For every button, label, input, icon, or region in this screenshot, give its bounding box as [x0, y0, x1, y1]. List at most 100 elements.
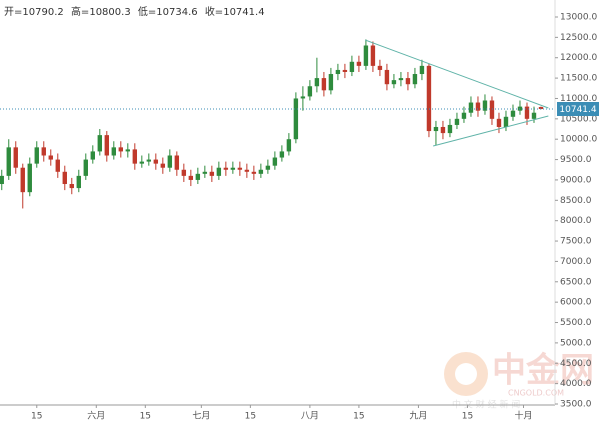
- y-tick-label: 9000.0: [560, 175, 592, 185]
- candle-body: [279, 151, 285, 158]
- candle-body: [195, 173, 201, 180]
- candle-body: [265, 165, 271, 170]
- candle-body: [503, 116, 509, 127]
- low-value: 10734.6: [156, 7, 197, 18]
- y-tick-label: 4500.0: [560, 359, 592, 369]
- candle-body: [342, 69, 348, 72]
- candle-body: [293, 98, 299, 140]
- y-tick-label: 5500.0: [560, 318, 592, 328]
- close-label: 收=: [205, 5, 223, 18]
- candle-body: [237, 167, 243, 170]
- candle-body: [90, 151, 95, 160]
- candle-body: [258, 169, 264, 174]
- last-price-label: 10741.4: [559, 105, 596, 115]
- candle-body: [461, 112, 467, 119]
- candle-body: [538, 107, 544, 109]
- candle-body: [146, 159, 152, 162]
- candle-body: [433, 126, 439, 132]
- x-tick-label: 十月: [514, 410, 532, 422]
- candle-body: [349, 61, 355, 72]
- candle-body: [384, 69, 390, 85]
- candle-body: [531, 112, 537, 119]
- y-tick-label: 5000.0: [560, 338, 592, 348]
- candle-body: [160, 163, 166, 168]
- y-tick-label: 8000.0: [560, 216, 592, 226]
- high-value: 10800.3: [89, 7, 130, 18]
- candle-body: [167, 155, 173, 168]
- candle-body: [510, 110, 516, 117]
- y-tick-label: 8500.0: [560, 196, 592, 206]
- candle-body: [251, 171, 257, 174]
- candle-body: [496, 118, 502, 127]
- y-tick-label: 11500.0: [560, 74, 597, 84]
- y-tick-label: 6000.0: [560, 298, 592, 308]
- trendline: [365, 39, 549, 109]
- candle-body: [335, 69, 341, 75]
- x-tick-label: 六月: [87, 410, 105, 422]
- candle-body: [377, 65, 383, 70]
- candle-body: [314, 78, 320, 87]
- candle-body: [468, 102, 474, 113]
- y-tick-label: 10500.0: [560, 114, 597, 124]
- candle-body: [6, 147, 11, 176]
- candle-body: [48, 155, 53, 160]
- y-tick-label: 12000.0: [560, 53, 597, 63]
- x-tick-label: 七月: [192, 411, 210, 422]
- candle-body: [447, 124, 453, 134]
- candle-body: [440, 126, 446, 134]
- candle-body: [20, 167, 25, 193]
- x-tick-label: 15: [245, 412, 256, 422]
- candle-body: [307, 86, 313, 97]
- candle-body: [286, 139, 292, 152]
- x-tick-label: 八月: [301, 411, 319, 422]
- candle-body: [370, 45, 376, 66]
- x-tick-label: 15: [31, 412, 42, 422]
- candle-body: [475, 102, 481, 111]
- close-value: 10741.4: [223, 7, 264, 18]
- x-tick-label: 15: [462, 412, 473, 422]
- watermark: 中金网 CNGOLD.COM 中 文 财 经 新 闻: [444, 351, 594, 411]
- last-price-tag: [557, 101, 599, 116]
- candle-body: [34, 147, 39, 164]
- candle-body: [181, 169, 187, 176]
- open-label: 开=: [4, 7, 22, 18]
- watermark-logo-inner: [455, 363, 477, 385]
- trendline: [433, 115, 549, 147]
- candle-body: [321, 78, 327, 91]
- candle-body: [104, 135, 109, 156]
- y-tick-label: 6500.0: [560, 277, 592, 287]
- candle-body: [97, 135, 102, 152]
- candle-body: [412, 74, 418, 85]
- candle-body: [209, 171, 215, 176]
- candle-body: [55, 159, 60, 172]
- x-tick-label: 15: [353, 412, 364, 422]
- candle-body: [244, 169, 250, 172]
- candle-body: [118, 147, 124, 152]
- candle-body: [482, 100, 488, 111]
- candle-body: [153, 159, 159, 164]
- candle-body: [405, 78, 411, 85]
- watermark-site: CNGOLD.COM: [508, 389, 564, 398]
- candle-body: [391, 80, 397, 85]
- candle-body: [524, 106, 530, 119]
- candle-body: [356, 61, 362, 66]
- x-tick-label: 15: [140, 412, 151, 422]
- candle-body: [363, 45, 369, 66]
- y-tick-label: 4000.0: [560, 379, 592, 389]
- ohlc-header: 开=10790.2 高=10800.3 低=10734.6 收=10741.4: [4, 5, 265, 18]
- candle-body: [202, 171, 208, 174]
- candle-body: [426, 65, 432, 132]
- y-tick-label: 11000.0: [560, 94, 597, 104]
- candle-body: [69, 184, 74, 189]
- candle-body: [174, 155, 180, 170]
- candle-body: [13, 147, 18, 168]
- candle-body: [419, 65, 425, 75]
- candle-body: [41, 147, 46, 156]
- x-tick-label: 九月: [409, 411, 427, 422]
- y-tick-label: 10000.0: [560, 135, 597, 145]
- candle-body: [489, 100, 495, 119]
- candle-body: [76, 175, 81, 189]
- y-tick-label: 13000.0: [560, 12, 597, 22]
- high-label: 高=: [71, 5, 89, 18]
